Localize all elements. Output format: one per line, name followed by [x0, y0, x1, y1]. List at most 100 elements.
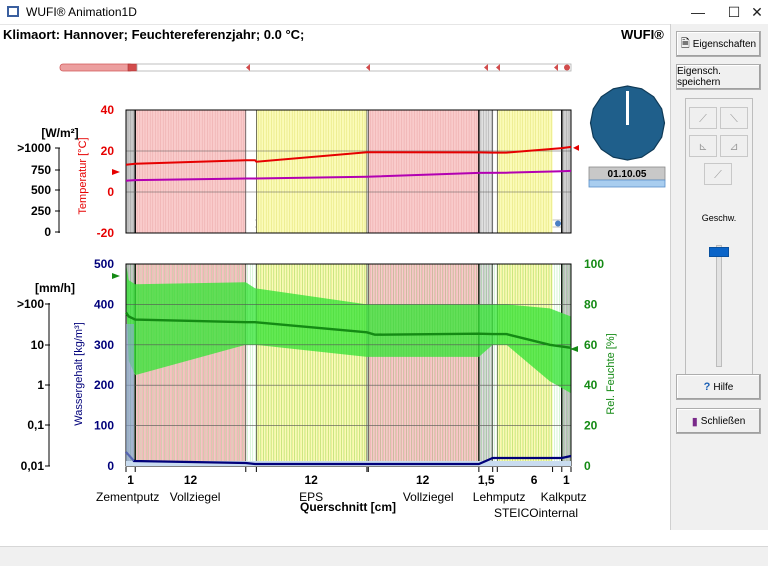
water-content-tick-label: 300	[94, 338, 114, 352]
rain-tick-label: >100	[17, 297, 44, 311]
rain-tick-label: 0,01	[21, 459, 45, 473]
time-dial	[589, 85, 666, 161]
nav-step-button[interactable]: ⟋	[704, 163, 732, 185]
save-properties-button[interactable]: Eigensch. speichern	[676, 64, 761, 90]
radiation-tick-label: 250	[31, 204, 51, 218]
water-content-tick-label: 100	[94, 419, 114, 433]
radiation-tick-label: >1000	[17, 141, 51, 155]
upper-series	[125, 144, 579, 182]
speed-slider-track[interactable]	[716, 245, 722, 367]
temperature-series-line	[125, 145, 572, 166]
x-axis-ticks: 1 12 12 12 1,5 6 1	[125, 467, 572, 487]
water-content-tick-label: 500	[94, 257, 114, 271]
help-icon: ?	[703, 381, 711, 393]
rh-tick-label: 20	[584, 419, 598, 433]
layer-hatch	[370, 264, 478, 466]
properties-icon: 🗎	[680, 37, 690, 50]
temp-tick-label: 20	[101, 144, 115, 158]
rain-tick-label: 0,1	[27, 418, 44, 432]
layer-bg-gap	[366, 110, 369, 233]
layer-bg-gap	[245, 264, 255, 466]
water-content-tick-label: 0	[107, 459, 114, 473]
layer-bg-gap	[492, 110, 498, 233]
nav-downleft-button[interactable]: ⊾	[689, 135, 717, 157]
rain-tick-label: 10	[31, 338, 45, 352]
layer-name-label: Vollziegel	[170, 490, 221, 504]
layer-bg-lehmputz	[478, 110, 493, 233]
app-icon	[7, 6, 19, 17]
temp-tick-label: 40	[101, 103, 115, 117]
lower-left-ticks: >100 10 1 0,1 0,01	[17, 297, 50, 473]
temperature-axis-label: Temperatur [°C]	[77, 137, 89, 214]
climate-location-label: Klimaort: Hannover; Feuchtereferenzjahr;…	[3, 27, 305, 42]
layer-hatch	[480, 264, 492, 466]
properties-button[interactable]: 🗎 Eigenschaften	[676, 31, 761, 57]
close-window-button[interactable]: ✕	[751, 4, 763, 20]
water-content-axis-label: Wassergehalt [kg/m³]	[73, 322, 85, 426]
right-control-panel: 🗎 Eigenschaften Eigensch. speichern ⟋ ⟍ …	[670, 24, 768, 530]
second-series-line	[125, 169, 572, 182]
layer-bg-vollziegel	[368, 110, 479, 233]
rh-series-line	[125, 311, 572, 349]
rh-tick-label: 100	[584, 257, 604, 271]
title-bar: WUFI® Animation1D — ☐ ✕	[0, 0, 768, 25]
layer-hatch	[258, 110, 366, 233]
water-content-tick-label: 200	[94, 378, 114, 392]
x-tick-label: 6	[531, 473, 538, 487]
upper-left-unit: [W/m²]	[41, 126, 78, 140]
wufi-brand-label: WUFI®	[621, 27, 664, 42]
nav-upright-button[interactable]: ⟍	[720, 107, 748, 129]
x-axis-layer-names: Zementputz Vollziegel EPS Vollziegel Lehmput…	[96, 490, 587, 520]
rh-tick-label: 0	[584, 459, 591, 473]
layer-bg-gap	[245, 110, 255, 233]
close-button-label: Schließen	[700, 415, 746, 427]
status-bar	[0, 546, 768, 566]
speed-label: Geschw.	[701, 213, 737, 223]
x-axis-title: Querschnitt [cm]	[300, 500, 396, 514]
x-tick-label: 1,5	[478, 473, 495, 487]
rh-tick-label: 80	[584, 297, 598, 311]
temperature-left-marker	[112, 169, 120, 175]
x-tick-label: 12	[184, 473, 198, 487]
rh-left-marker	[112, 273, 120, 279]
surface-water-bar	[126, 324, 134, 461]
layer-name-label: EPS	[299, 490, 323, 504]
layer-bg-gap	[492, 264, 498, 466]
layer-bg-eps	[256, 110, 367, 233]
upper-layer-backgrounds	[125, 110, 571, 233]
date-progress-bar	[588, 179, 666, 188]
maximize-button[interactable]: ☐	[727, 4, 741, 20]
layer-hatch	[136, 110, 245, 233]
clock-hand	[626, 91, 629, 125]
rh-right-marker	[570, 346, 578, 352]
temperature-right-marker	[573, 144, 579, 151]
radiation-tick-label: 500	[31, 183, 51, 197]
nav-upleft-button[interactable]: ⟋	[689, 107, 717, 129]
help-button-label: Hilfe	[713, 381, 734, 393]
main-content: Klimaort: Hannover; Feuchtereferenzjahr;…	[0, 24, 768, 566]
rh-tick-label: 40	[584, 378, 598, 392]
window-title: WUFI® Animation1D	[26, 5, 137, 19]
layer-name-label: Kalkputz	[541, 490, 587, 504]
layer-bg-gap	[366, 264, 369, 466]
help-button[interactable]: ? Hilfe	[676, 374, 761, 400]
nav-downright-button[interactable]: ⊿	[720, 135, 748, 157]
layer-name-label: STEICOinternal	[494, 506, 578, 520]
rh-tick-label: 60	[584, 338, 598, 352]
x-tick-label: 12	[305, 473, 319, 487]
temperature-ticks: 40 20 0 -20	[97, 103, 115, 240]
minimize-button[interactable]: —	[691, 4, 705, 20]
close-button[interactable]: ▮ Schließen	[676, 408, 761, 434]
layer-bg-vollziegel	[368, 264, 479, 466]
radiation-tick-label: 0	[44, 225, 51, 239]
layer-hatch	[480, 110, 492, 233]
rh-ticks: 100 80 60 40 20 0	[584, 257, 604, 473]
date-label: 01.10.05	[608, 169, 647, 180]
water-content-line	[125, 451, 572, 466]
exit-door-icon: ▮	[691, 415, 698, 428]
radiation-tick-label: 750	[31, 163, 51, 177]
x-tick-label: 1	[563, 473, 570, 487]
properties-button-label: Eigenschaften	[692, 38, 757, 50]
lower-series	[125, 311, 572, 466]
speed-slider-thumb[interactable]	[709, 246, 729, 257]
